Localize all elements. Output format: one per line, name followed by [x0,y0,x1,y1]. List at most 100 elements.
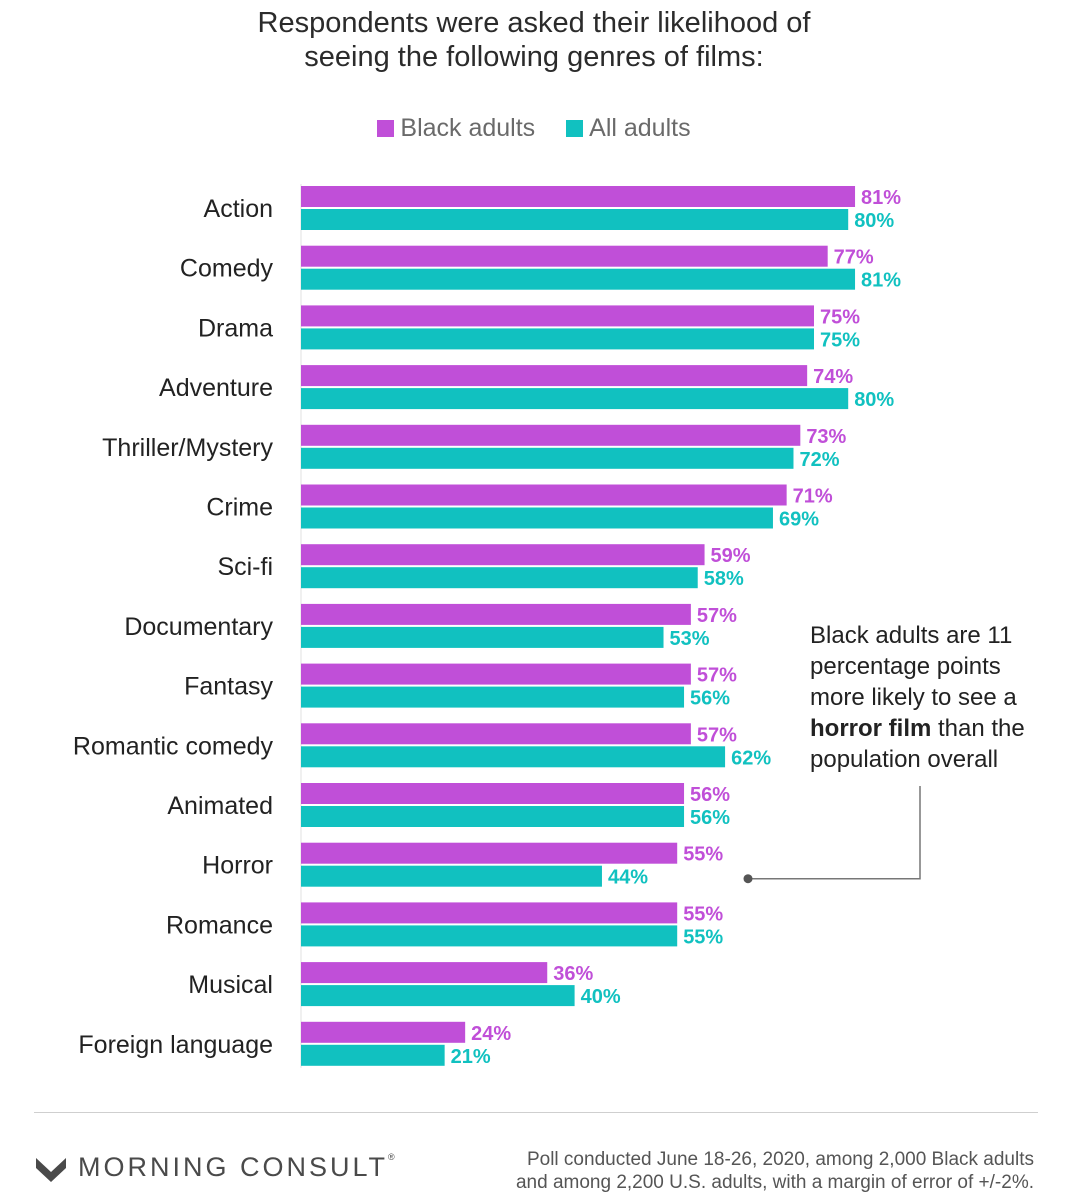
bar-black-animated [301,783,685,804]
legend-label-black-adults: Black adults [400,114,536,142]
annotation-line-4: horror film than the [810,713,1050,744]
value-label-black-romance: 55% [683,903,723,925]
category-label-action: Action [204,195,273,223]
annotation-line-3: more likely to see a [810,684,1017,711]
category-label-musical: Musical [188,971,273,999]
value-label-black-romantic-comedy: 57% [697,724,737,746]
legend-item-all-adults: All adults [566,114,691,143]
value-label-black-thriller-mystery: 73% [806,426,846,448]
bar-black-sci-fi [301,544,705,566]
value-label-black-drama: 75% [820,306,860,328]
value-label-all-drama: 75% [820,329,860,351]
value-label-all-animated: 56% [690,807,730,829]
horror-annotation: Black adults are 11 percentage points mo… [810,620,1050,775]
category-label-thriller-mystery: Thriller/Mystery [102,434,273,462]
value-label-all-comedy: 81% [861,270,901,292]
chart-title-line-2: seeing the following genres of films: [304,41,764,73]
legend: Black adults All adults [0,114,1068,144]
value-label-all-documentary: 53% [670,628,710,650]
chart-title-line-1: Respondents were asked their likelihood … [257,7,811,39]
brand-name: MORNING CONSULT® [78,1152,398,1183]
category-label-comedy: Comedy [180,255,274,283]
footnote-line-1: Poll conducted June 18-26, 2020, among 2… [526,1149,1034,1170]
value-label-all-musical: 40% [581,986,621,1008]
bar-all-animated [301,806,685,827]
value-label-black-action: 81% [861,187,901,209]
bar-black-foreign-language [301,1021,466,1043]
category-label-foreign-language: Foreign language [78,1031,273,1059]
bar-black-action [301,186,856,207]
bar-all-romantic-comedy [301,746,726,768]
value-label-black-musical: 36% [553,963,593,985]
footnote-line-2: and among 2,200 U.S. adults, with a marg… [515,1172,1034,1193]
value-label-all-action: 80% [854,210,894,232]
bar-black-drama [301,305,814,327]
value-label-all-fantasy: 56% [690,688,730,710]
value-label-black-documentary: 57% [697,605,737,627]
bar-all-comedy [301,268,856,290]
bar-all-adventure [301,388,849,410]
bar-all-action [301,209,849,230]
chart-title: Respondents were asked their likelihood … [0,6,1068,74]
category-label-fantasy: Fantasy [184,673,273,701]
value-label-all-romance: 55% [683,926,723,948]
footnote: Poll conducted June 18-26, 2020, among 2… [516,1148,1034,1194]
morning-consult-logo-icon [36,1158,66,1182]
annotation-bold: horror film [810,715,932,742]
annotation-line-4-rest: than the [931,715,1025,742]
category-label-crime: Crime [206,494,273,522]
bar-chart: Action 81%80%Comedy 77%81%Drama 75%75%Adven… [73,184,921,1068]
bar-black-adventure [301,365,808,387]
bar-black-musical [301,962,548,984]
value-label-all-thriller-mystery: 72% [799,449,839,471]
bar-all-musical [301,985,575,1007]
category-label-documentary: Documentary [124,613,273,641]
bar-all-fantasy [301,686,685,708]
category-label-horror: Horror [202,852,273,880]
bar-black-romantic-comedy [301,723,691,745]
annotation-line-5: population overall [810,746,999,773]
annotation-dot [743,874,753,884]
category-label-romantic-comedy: Romantic comedy [73,732,274,760]
bar-all-sci-fi [301,567,698,589]
bar-black-thriller-mystery [301,424,801,446]
category-label-drama: Drama [198,314,273,342]
brand: MORNING CONSULT® [34,1150,398,1184]
bar-black-documentary [301,603,691,625]
value-label-all-romantic-comedy: 62% [731,747,771,769]
bar-all-drama [301,328,814,350]
value-label-black-fantasy: 57% [697,665,737,687]
value-label-all-horror: 44% [608,867,648,889]
value-label-all-crime: 69% [779,509,819,531]
bar-all-crime [301,507,773,529]
annotation-line-2: percentage points [810,653,1001,680]
value-label-black-animated: 56% [690,784,730,806]
value-label-all-sci-fi: 58% [704,568,744,590]
category-label-adventure: Adventure [159,374,273,402]
bar-black-horror [301,842,678,864]
value-label-black-adventure: 74% [813,366,853,388]
legend-swatch-all-adults [566,120,584,137]
legend-swatch-black-adults [377,120,395,137]
annotation-line-1: Black adults are 11 [810,622,1013,649]
category-label-romance: Romance [166,911,273,939]
bar-all-thriller-mystery [301,447,794,469]
legend-label-all-adults: All adults [589,114,691,142]
brand-registered-mark: ® [388,1151,398,1162]
bar-black-comedy [301,245,828,267]
category-label-sci-fi: Sci-fi [217,553,273,581]
value-label-black-horror: 55% [683,844,723,866]
bar-black-crime [301,484,787,506]
bar-black-romance [301,902,678,924]
value-label-all-foreign-language: 21% [451,1046,491,1068]
category-label-animated: Animated [167,792,273,820]
value-label-black-comedy: 77% [834,247,874,269]
bar-all-romance [301,925,678,947]
value-label-black-sci-fi: 59% [711,545,751,567]
bar-all-foreign-language [301,1044,445,1066]
legend-item-black-adults: Black adults [377,114,535,143]
bar-all-documentary [301,626,664,648]
value-label-all-adventure: 80% [854,389,894,411]
bar-black-fantasy [301,663,691,685]
footer-divider [34,1112,1038,1113]
